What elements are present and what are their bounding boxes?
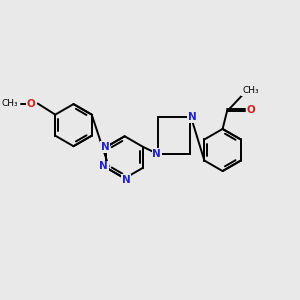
Text: N: N	[152, 148, 161, 158]
Text: CH₃: CH₃	[242, 86, 259, 95]
Text: CH₃: CH₃	[2, 99, 18, 108]
Text: N: N	[99, 161, 108, 171]
Text: O: O	[27, 98, 36, 109]
Text: N: N	[122, 175, 130, 185]
Text: N: N	[100, 142, 109, 152]
Text: N: N	[188, 112, 196, 122]
Text: O: O	[247, 105, 255, 115]
